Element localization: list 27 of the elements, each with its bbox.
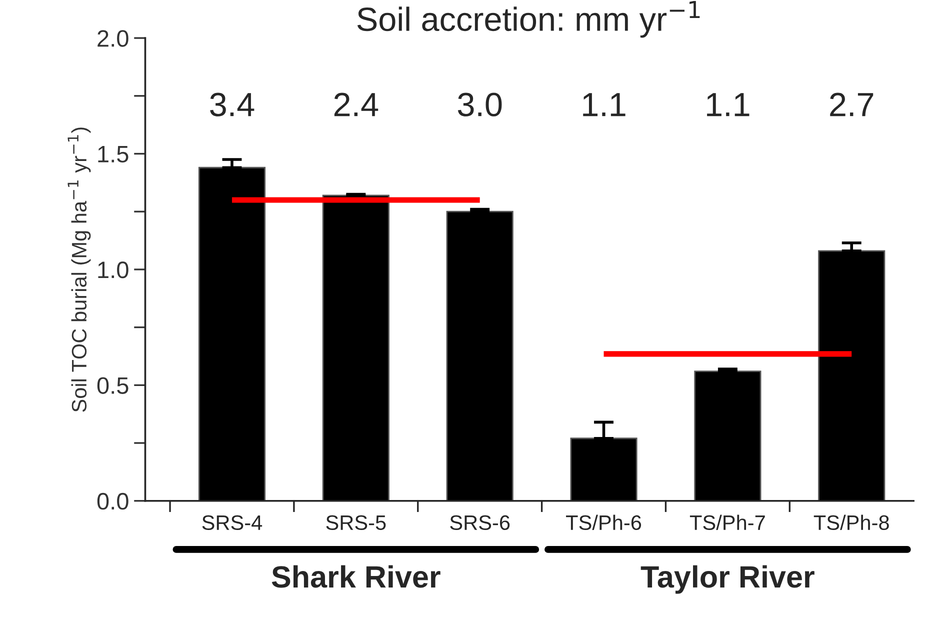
y-tick-label: 0.5: [97, 377, 128, 394]
bar: [694, 370, 762, 501]
bar: [570, 438, 638, 501]
x-tick-label: TS/Ph-6: [566, 514, 642, 530]
text: Taylor River: [640, 565, 814, 594]
bar: [446, 210, 514, 501]
annotation: 1.1: [583, 93, 626, 116]
bar: [818, 250, 886, 501]
y-tick-label: 1.5: [98, 146, 128, 163]
annotation: 1.1: [707, 93, 750, 116]
x-tick-label: SRS-4: [202, 515, 262, 530]
x-tick-label: SRS-5: [326, 515, 386, 530]
y-tick-label: 1.0: [98, 262, 128, 278]
annotation: 3.0: [458, 92, 502, 116]
x-tick-label: TS/Ph-7: [690, 514, 765, 530]
x-tick-label: SRS-6: [450, 515, 510, 530]
annotation: 3.4: [210, 92, 254, 116]
annotation: 2.4: [334, 92, 378, 116]
text: Shark River: [272, 565, 440, 588]
annotation: 2.7: [830, 92, 874, 116]
x-tick-label: TS/Ph-8: [814, 514, 889, 530]
chart-title: Soil accretion: mm yr$^{−1}$: [357, 1, 700, 38]
y-tick-label: 0.0: [97, 492, 128, 510]
y-tick-label: 2.0: [98, 30, 128, 47]
bar: [322, 194, 390, 501]
y-axis-title: Soil TOC burial (Mg ha$^{−1}$ yr$^{−1}$): [68, 128, 91, 412]
bar: [198, 166, 266, 501]
